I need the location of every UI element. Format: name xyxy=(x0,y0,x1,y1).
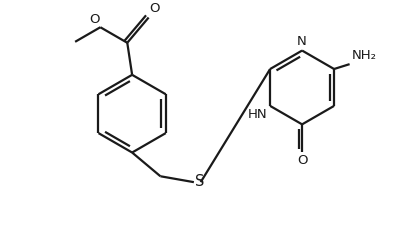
Text: N: N xyxy=(297,35,307,48)
Text: S: S xyxy=(195,174,204,189)
Text: O: O xyxy=(297,154,307,168)
Text: NH₂: NH₂ xyxy=(352,49,377,62)
Text: HN: HN xyxy=(248,108,267,121)
Text: O: O xyxy=(150,2,160,15)
Text: O: O xyxy=(89,13,100,26)
